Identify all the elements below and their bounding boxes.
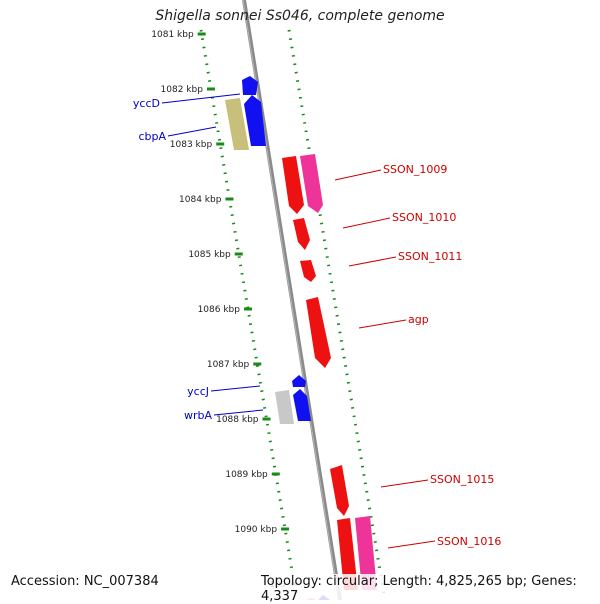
scale-label: 1085 kbp <box>188 250 231 260</box>
scale-label: 1089 kbp <box>225 470 268 480</box>
gene-arrow-sson-1009b[interactable] <box>300 154 323 213</box>
leader-lines <box>161 93 436 549</box>
gene-arrow-sson-1010[interactable] <box>293 218 310 250</box>
gene-label-sson-1010[interactable]: SSON_1010 <box>392 211 456 224</box>
gene-arrow-ycc-d[interactable] <box>242 76 258 95</box>
topology-summary: Topology: circular; Length: 4,825,265 bp… <box>258 574 600 604</box>
genome-backbone-highlight <box>242 0 340 600</box>
gene-arrow-cbp-a[interactable] <box>244 95 266 146</box>
forward-strand-genes <box>225 76 311 424</box>
scale-labels: 1081 kbp 1082 kbp 1083 kbp 1084 kbp 1085 kbp… <box>151 30 286 590</box>
gene-label-sson-1009[interactable]: SSON_1009 <box>383 163 447 176</box>
gene-labels: yccD cbpA yccJ wrbA SSON_1009 SSON_1010 … <box>133 97 501 548</box>
scale-label: 1087 kbp <box>207 360 250 370</box>
scale-label: 1084 kbp <box>179 195 222 205</box>
leader-cbp-a <box>167 126 217 137</box>
leader-sson-1011 <box>348 256 397 267</box>
scale-label: 1086 kbp <box>198 305 241 315</box>
gene-label-wrb-a[interactable]: wrbA <box>184 409 213 422</box>
gene-block-khaki[interactable] <box>225 98 249 150</box>
gene-block-grey[interactable] <box>275 390 294 424</box>
leader-ycc-j <box>210 385 261 392</box>
leader-sson-1015 <box>380 479 429 488</box>
map-title: Shigella sonnei Ss046, complete genome <box>155 8 445 24</box>
leader-ycc-d <box>161 93 241 104</box>
gene-arrow-ycc-j[interactable] <box>292 375 306 387</box>
scale-label: 1083 kbp <box>170 140 213 150</box>
leader-sson-1010 <box>342 217 391 229</box>
leader-sson-1009 <box>334 169 382 181</box>
gene-label-sson-1011[interactable]: SSON_1011 <box>398 250 462 263</box>
gene-label-ycc-d[interactable]: yccD <box>133 97 160 110</box>
accession-label: Accession: NC_007384 <box>9 574 161 589</box>
scale-label: 1088 kbp <box>216 415 259 425</box>
gene-label-sson-1016[interactable]: SSON_1016 <box>437 535 501 548</box>
leader-sson-1016 <box>387 540 436 549</box>
gene-label-agp[interactable]: agp <box>408 313 429 326</box>
genome-backbone <box>242 0 342 600</box>
gene-arrow-sson-1015[interactable] <box>330 465 349 516</box>
scale-label: 1082 kbp <box>161 85 204 95</box>
gene-arrow-wrb-a[interactable] <box>293 389 311 421</box>
gene-label-ycc-j[interactable]: yccJ <box>187 385 209 398</box>
scale-label: 1081 kbp <box>151 30 194 40</box>
right-feature-ring <box>287 29 387 600</box>
gene-arrow-agp[interactable] <box>306 297 331 368</box>
leader-wrb-a <box>213 409 264 416</box>
leader-agp <box>358 319 407 329</box>
scale-label: 1090 kbp <box>235 525 278 535</box>
reverse-strand-genes <box>282 154 377 600</box>
left-feature-ring <box>199 29 299 600</box>
gene-label-sson-1015[interactable]: SSON_1015 <box>430 473 494 486</box>
gene-arrow-sson-1016[interactable] <box>337 518 358 590</box>
gene-arrow-sson-1011[interactable] <box>300 260 316 282</box>
gene-arrow-sson-1016b[interactable] <box>355 516 377 590</box>
gene-arrow-sson-1009[interactable] <box>282 156 304 214</box>
gene-label-cbp-a[interactable]: cbpA <box>138 130 166 143</box>
